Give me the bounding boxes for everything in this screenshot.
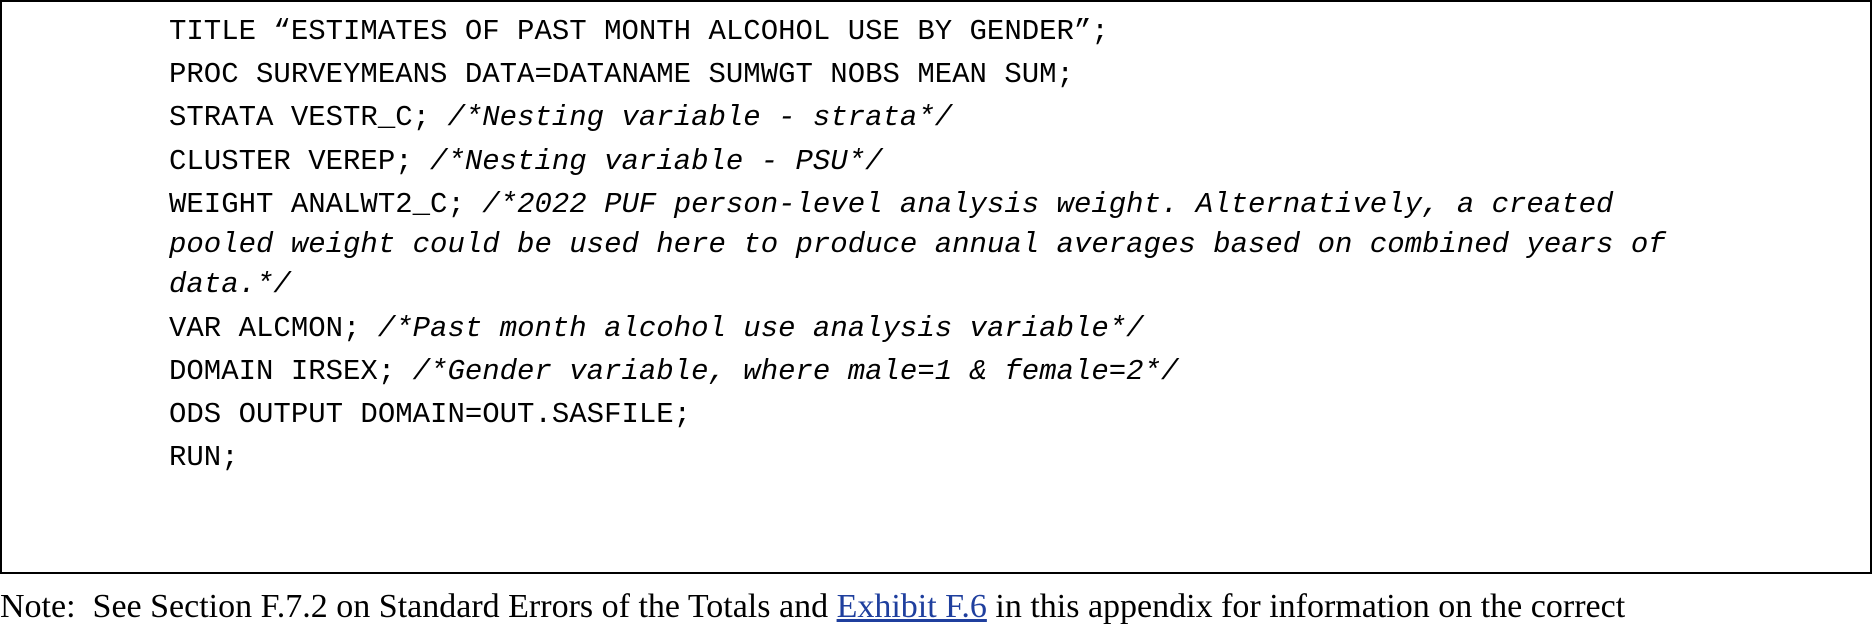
code-line-weight-cont-2: data.*/	[169, 269, 291, 301]
code-line-domain: DOMAIN IRSEX; /*Gender variable, where m…	[169, 356, 1178, 388]
code-comment: /*Nesting variable - PSU*/	[430, 145, 883, 178]
code-text: VAR ALCMON;	[169, 312, 378, 345]
code-line-proc: PROC SURVEYMEANS DATA=DATANAME SUMWGT NO…	[169, 59, 1074, 91]
code-text: RUN;	[169, 441, 239, 474]
exhibit-link[interactable]: Exhibit F.6	[836, 588, 987, 625]
note-suffix: in this appendix for information on the …	[986, 588, 1626, 625]
code-comment: /*2022 PUF person-level analysis weight.…	[482, 188, 1614, 221]
code-comment: data.*/	[169, 268, 291, 301]
code-text: WEIGHT ANALWT2_C;	[169, 188, 483, 221]
code-comment: /*Nesting variable - strata*/	[447, 101, 953, 134]
code-line-var: VAR ALCMON; /*Past month alcohol use ana…	[169, 313, 1144, 345]
code-comment: /*Gender variable, where male=1 & female…	[412, 355, 1179, 388]
code-text: DOMAIN IRSEX;	[169, 355, 413, 388]
note-prefix: Note: See Section F.7.2 on Standard Erro…	[0, 588, 837, 625]
code-line-strata: STRATA VESTR_C; /*Nesting variable - str…	[169, 102, 952, 134]
code-comment: pooled weight could be used here to prod…	[169, 228, 1666, 261]
code-line-title: TITLE “ESTIMATES OF PAST MONTH ALCOHOL U…	[169, 16, 1109, 48]
code-line-weight-cont-1: pooled weight could be used here to prod…	[169, 229, 1666, 261]
code-text: PROC SURVEYMEANS DATA=DATANAME SUMWGT NO…	[169, 58, 1074, 91]
code-text: STRATA VESTR_C;	[169, 101, 448, 134]
code-text: CLUSTER VEREP;	[169, 145, 431, 178]
code-comment: /*Past month alcohol use analysis variab…	[377, 312, 1144, 345]
code-text: TITLE “ESTIMATES OF PAST MONTH ALCOHOL U…	[169, 15, 1109, 48]
code-line-weight: WEIGHT ANALWT2_C; /*2022 PUF person-leve…	[169, 189, 1613, 221]
code-line-run: RUN;	[169, 442, 239, 474]
code-text: ODS OUTPUT DOMAIN=OUT.SASFILE;	[169, 398, 692, 431]
footnote: Note: See Section F.7.2 on Standard Erro…	[0, 588, 1625, 626]
sas-code-block: TITLE “ESTIMATES OF PAST MONTH ALCOHOL U…	[0, 0, 1872, 574]
code-line-ods: ODS OUTPUT DOMAIN=OUT.SASFILE;	[169, 399, 691, 431]
code-line-cluster: CLUSTER VEREP; /*Nesting variable - PSU*…	[169, 146, 883, 178]
